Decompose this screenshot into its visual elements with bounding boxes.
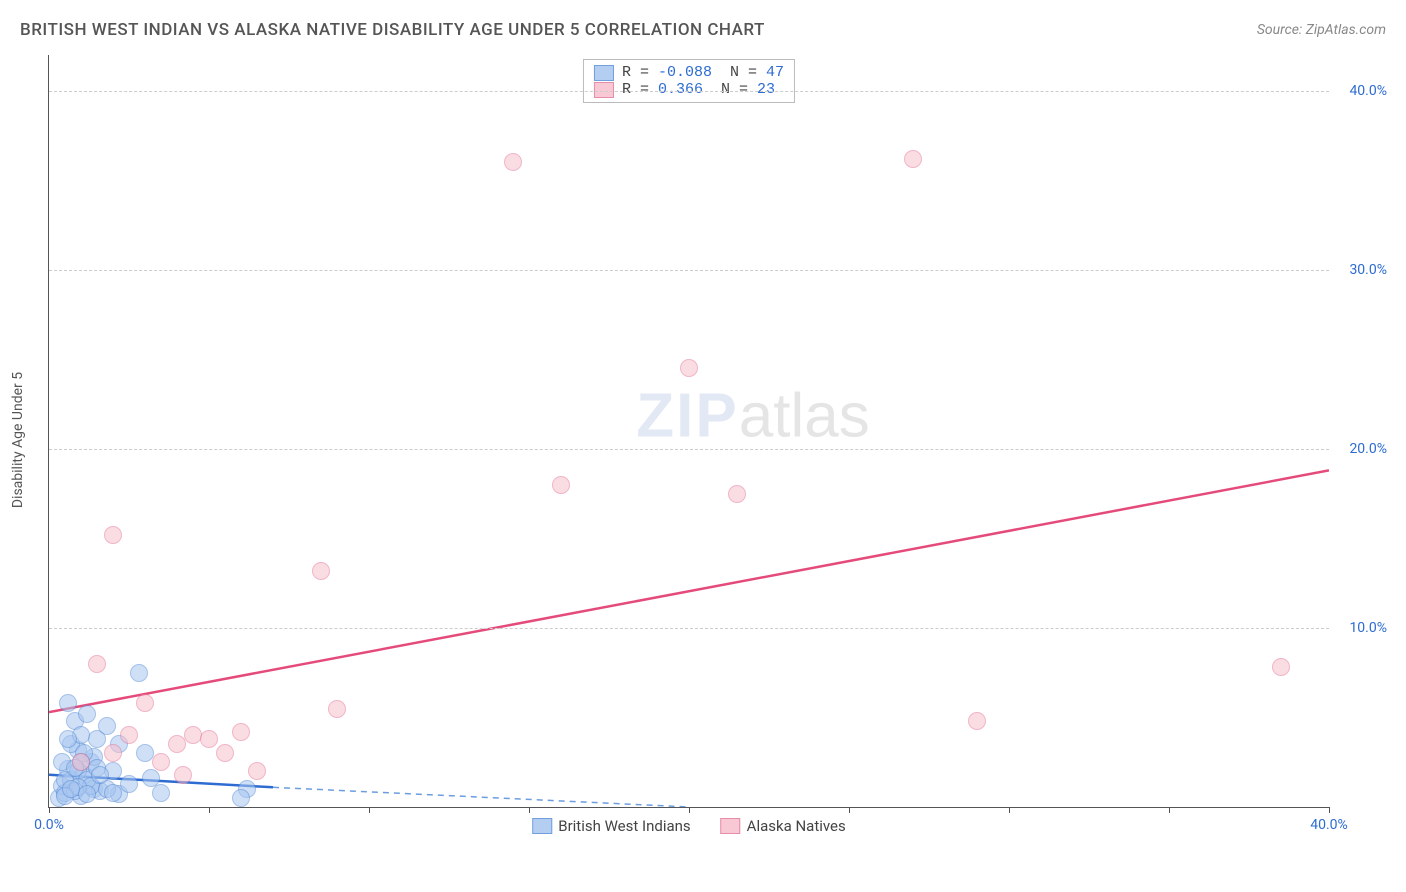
- legend-item: Alaska Natives: [721, 817, 846, 835]
- bottom-legend: British West Indians Alaska Natives: [532, 817, 846, 835]
- data-point: [104, 784, 122, 802]
- data-point: [152, 784, 170, 802]
- x-tick: [1329, 807, 1330, 813]
- gridline-h: [49, 270, 1329, 271]
- header: BRITISH WEST INDIAN VS ALASKA NATIVE DIS…: [20, 20, 1386, 40]
- data-point: [680, 359, 698, 377]
- x-tick: [1009, 807, 1010, 813]
- legend-swatch: [594, 65, 614, 81]
- legend-label: British West Indians: [558, 817, 690, 835]
- gridline-h: [49, 628, 1329, 629]
- y-tick-label: 40.0%: [1337, 83, 1387, 99]
- data-point: [78, 705, 96, 723]
- data-point: [136, 694, 154, 712]
- chart-title: BRITISH WEST INDIAN VS ALASKA NATIVE DIS…: [20, 20, 765, 40]
- y-tick-label: 10.0%: [1337, 620, 1387, 636]
- data-point: [174, 766, 192, 784]
- data-point: [72, 753, 90, 771]
- data-point: [552, 476, 570, 494]
- legend-swatch: [721, 818, 741, 834]
- data-point: [78, 785, 96, 803]
- data-point: [104, 526, 122, 544]
- x-tick: [1169, 807, 1170, 813]
- data-point: [200, 730, 218, 748]
- data-point: [168, 735, 186, 753]
- stats-text: R = 0.366 N = 23: [622, 81, 775, 98]
- data-point: [728, 485, 746, 503]
- chart-container: Disability Age Under 5 ZIPatlas R = -0.0…: [48, 55, 1388, 825]
- data-point: [59, 730, 77, 748]
- trend-line: [49, 470, 1329, 712]
- stats-row: R = 0.366 N = 23: [594, 81, 784, 98]
- data-point: [248, 762, 266, 780]
- stats-legend-box: R = -0.088 N = 47R = 0.366 N = 23: [583, 59, 795, 103]
- data-point: [120, 775, 138, 793]
- x-tick: [529, 807, 530, 813]
- x-tick-label: 40.0%: [1310, 817, 1348, 833]
- x-tick: [209, 807, 210, 813]
- data-point: [98, 717, 116, 735]
- data-point: [1272, 658, 1290, 676]
- x-tick: [49, 807, 50, 813]
- legend-swatch: [532, 818, 552, 834]
- data-point: [91, 766, 109, 784]
- stats-row: R = -0.088 N = 47: [594, 64, 784, 81]
- data-point: [232, 789, 250, 807]
- y-axis-label: Disability Age Under 5: [10, 372, 26, 508]
- legend-label: Alaska Natives: [747, 817, 846, 835]
- data-point: [120, 726, 138, 744]
- x-tick: [849, 807, 850, 813]
- y-tick-label: 20.0%: [1337, 441, 1387, 457]
- x-tick-label: 0.0%: [34, 817, 64, 833]
- plot-area: ZIPatlas R = -0.088 N = 47R = 0.366 N = …: [48, 55, 1329, 808]
- stats-text: R = -0.088 N = 47: [622, 64, 784, 81]
- data-point: [968, 712, 986, 730]
- source-attribution: Source: ZipAtlas.com: [1257, 22, 1386, 38]
- data-point: [104, 744, 122, 762]
- x-tick: [689, 807, 690, 813]
- data-point: [184, 726, 202, 744]
- gridline-h: [49, 91, 1329, 92]
- legend-item: British West Indians: [532, 817, 690, 835]
- x-tick: [369, 807, 370, 813]
- data-point: [504, 153, 522, 171]
- legend-swatch: [594, 82, 614, 98]
- gridline-h: [49, 449, 1329, 450]
- data-point: [88, 655, 106, 673]
- data-point: [216, 744, 234, 762]
- trend-lines-layer: [49, 55, 1329, 807]
- data-point: [312, 562, 330, 580]
- trend-line-dashed: [273, 787, 689, 807]
- data-point: [232, 723, 250, 741]
- data-point: [59, 694, 77, 712]
- y-tick-label: 30.0%: [1337, 262, 1387, 278]
- data-point: [328, 700, 346, 718]
- data-point: [130, 664, 148, 682]
- data-point: [152, 753, 170, 771]
- data-point: [904, 150, 922, 168]
